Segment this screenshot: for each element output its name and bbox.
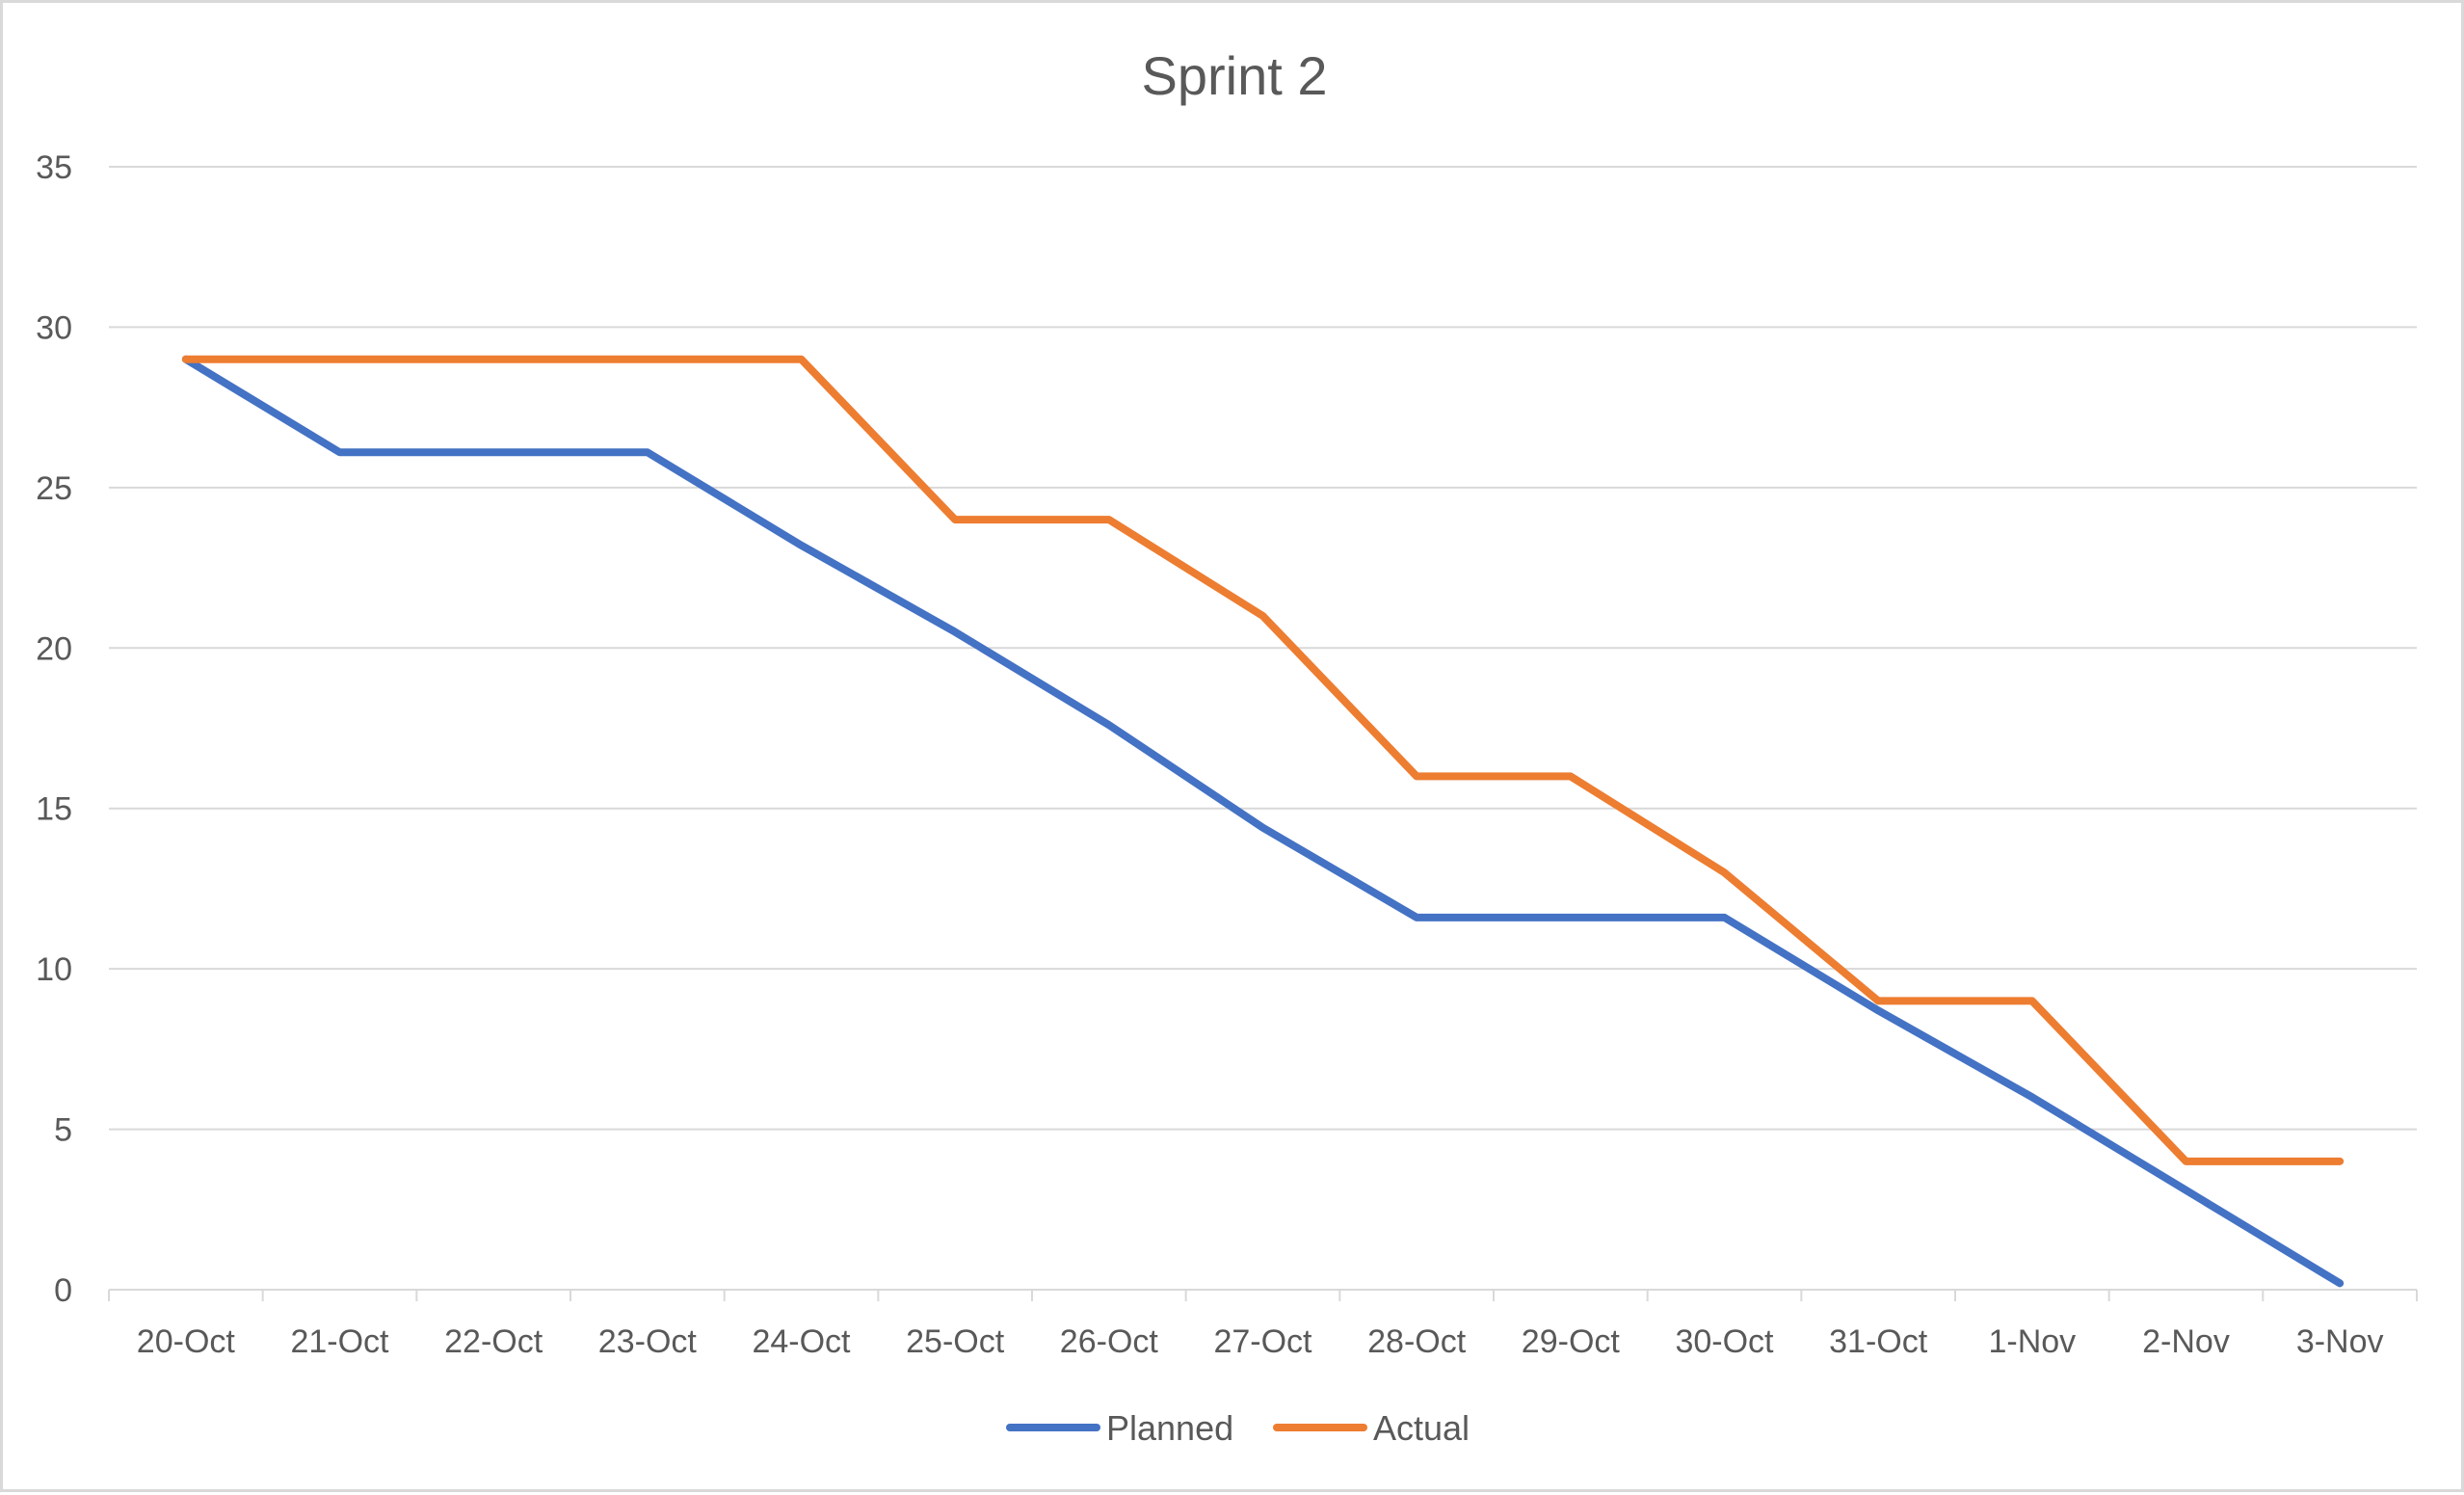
- x-tick-label: 26-Oct: [1060, 1323, 1159, 1360]
- series-line-planned: [181, 355, 2345, 1288]
- series-lines: [181, 355, 2345, 1288]
- x-tick-label: 2-Nov: [2142, 1323, 2230, 1360]
- x-tick-label: 28-Oct: [1367, 1323, 1467, 1360]
- legend-item-planned[interactable]: Planned: [1006, 1408, 1233, 1448]
- y-tick-label: 0: [54, 1272, 72, 1309]
- x-axis-ticks: 20-Oct 21-Oct 22-Oct 23-Oct 24-Oct 25-Oct 26-O…: [137, 1323, 2384, 1360]
- legend-label: Actual: [1373, 1408, 1470, 1448]
- x-tick-label: 31-Oct: [1829, 1323, 1928, 1360]
- x-tick-label: 30-Oct: [1675, 1323, 1774, 1360]
- x-tick-label: 24-Oct: [752, 1323, 851, 1360]
- y-tick-label: 15: [36, 791, 72, 828]
- x-tick-label: 20-Oct: [137, 1323, 236, 1360]
- x-tick-label: 27-Oct: [1213, 1323, 1312, 1360]
- y-tick-label: 10: [36, 951, 72, 988]
- y-tick-label: 30: [36, 309, 72, 346]
- chart-title: Sprint 2: [1142, 45, 1328, 106]
- x-tick-label: 1-Nov: [1988, 1323, 2076, 1360]
- y-tick-label: 35: [36, 149, 72, 186]
- x-axis: [108, 1289, 2418, 1301]
- x-tick-label: 3-Nov: [2296, 1323, 2384, 1360]
- gridlines: [109, 166, 2417, 1131]
- y-axis-ticks: 0 5 10 15 20 25 30 35: [36, 149, 72, 1309]
- y-tick-label: 25: [36, 470, 72, 507]
- x-tick-label: 23-Oct: [598, 1323, 698, 1360]
- burndown-chart: Sprint 2 0 5 10 15 20 25 30 35 20-Oct 21-Oct 22-O…: [36, 45, 2418, 1448]
- series-line-actual: [181, 355, 2345, 1165]
- y-tick-label: 20: [36, 630, 72, 667]
- x-tick-label: 22-Oct: [444, 1323, 543, 1360]
- x-tick-label: 21-Oct: [290, 1323, 389, 1360]
- y-tick-label: 5: [54, 1112, 72, 1149]
- x-tick-label: 29-Oct: [1522, 1323, 1621, 1360]
- legend-item-actual[interactable]: Actual: [1273, 1408, 1470, 1448]
- legend-label: Planned: [1106, 1408, 1233, 1448]
- x-tick-label: 25-Oct: [906, 1323, 1005, 1360]
- legend[interactable]: Planned Actual: [1006, 1408, 1470, 1448]
